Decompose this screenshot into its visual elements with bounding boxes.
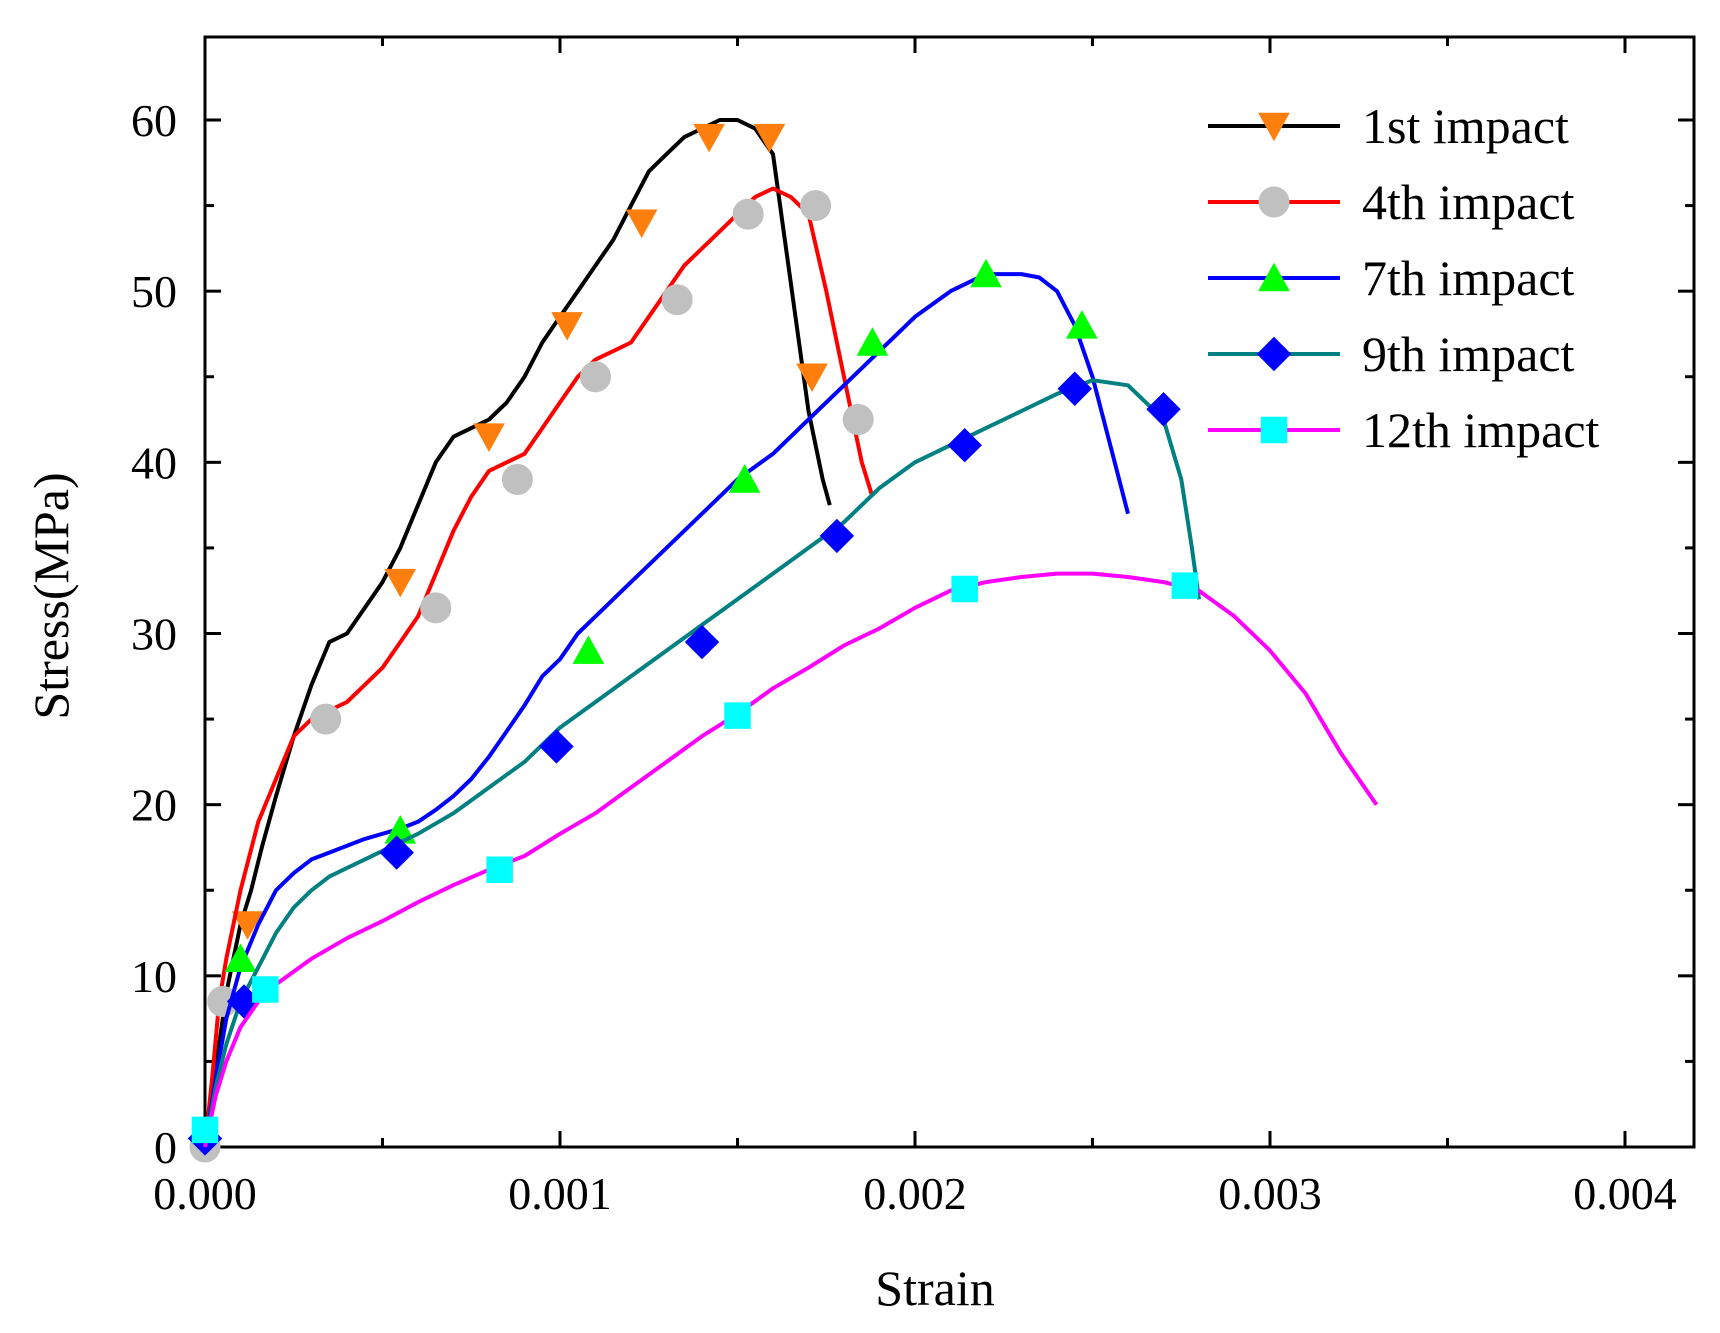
data-point-7th-impact [572, 635, 605, 664]
data-point-7th-impact [728, 464, 761, 493]
data-point-12th-impact [951, 575, 978, 603]
legend-marker [1260, 416, 1288, 444]
data-point-4th-impact [800, 190, 832, 222]
y-tick-label: 60 [131, 95, 177, 146]
series-9th-impact [187, 371, 1201, 1156]
data-point-9th-impact [684, 624, 720, 660]
data-point-7th-impact [224, 943, 257, 972]
axes-layer: 0.000 0.001 0.002 0.003 0.004 0 10 20 30 40 50 60 [131, 35, 1696, 1219]
data-point-1st-impact [753, 123, 786, 153]
data-point-12th-impact [724, 702, 751, 729]
series-line-1st-impact [203, 118, 832, 1148]
data-point-1st-impact [796, 363, 828, 393]
data-point-9th-impact [379, 835, 414, 870]
data-point-12th-impact [252, 976, 279, 1003]
legend-label: 9th impact [1362, 326, 1575, 382]
data-point-7th-impact [970, 258, 1002, 288]
data-point-12th-impact [1171, 572, 1199, 599]
series-line-4th-impact [203, 186, 875, 1148]
series-line-7th-impact [203, 272, 1130, 1148]
data-point-9th-impact [947, 428, 982, 463]
data-point-1st-impact [551, 312, 583, 341]
y-tick-label: 30 [131, 609, 177, 660]
x-tick-label: 0.004 [1573, 1168, 1677, 1219]
series-line-9th-impact [203, 378, 1201, 1148]
legend-item: 4th impact [1208, 174, 1575, 230]
legend-marker [1258, 112, 1290, 142]
legend-item: 9th impact [1208, 326, 1575, 382]
legend-marker [1258, 262, 1290, 292]
y-tick-label: 10 [131, 951, 177, 1002]
x-tick-label: 0.002 [863, 1168, 967, 1219]
legend-label: 4th impact [1362, 174, 1575, 230]
data-point-1st-impact [384, 568, 417, 598]
series-line-12th-impact [203, 571, 1379, 1148]
data-point-9th-impact [539, 729, 574, 764]
data-point-1st-impact [693, 123, 725, 153]
series-7th-impact [203, 258, 1130, 1148]
data-point-4th-impact [501, 463, 533, 495]
series-4th-impact [189, 186, 875, 1163]
legend-label: 7th impact [1362, 250, 1575, 306]
y-tick-label: 0 [154, 1122, 177, 1173]
x-tick-label: 0.001 [508, 1168, 612, 1219]
legend-item: 7th impact [1208, 250, 1575, 306]
data-point-7th-impact [856, 327, 889, 356]
data-point-4th-impact [420, 592, 452, 624]
data-point-9th-impact [1146, 392, 1181, 427]
y-tick-label: 50 [131, 266, 177, 317]
data-point-9th-impact [819, 518, 855, 554]
series-layer [187, 118, 1379, 1163]
legend-marker [1258, 186, 1290, 218]
data-point-4th-impact [580, 361, 611, 393]
data-point-4th-impact [661, 284, 693, 316]
x-axis-title: Strain [875, 1260, 994, 1316]
data-point-1st-impact [625, 209, 658, 238]
data-point-4th-impact [732, 198, 764, 230]
data-point-1st-impact [231, 911, 264, 940]
x-tick-label: 0.003 [1218, 1168, 1322, 1219]
plot-frame [203, 35, 1696, 1149]
data-point-4th-impact [842, 404, 874, 436]
data-point-7th-impact [1066, 310, 1098, 339]
legend-item: 12th impact [1208, 402, 1600, 458]
data-point-12th-impact [486, 856, 513, 883]
y-tick-label: 20 [131, 780, 177, 831]
y-tick-label: 40 [131, 437, 177, 488]
data-point-1st-impact [473, 423, 505, 452]
legend-label: 1st impact [1362, 98, 1569, 154]
data-point-12th-impact [191, 1116, 219, 1144]
legend-marker [1256, 336, 1292, 372]
series-12th-impact [191, 571, 1379, 1148]
series-1st-impact [203, 118, 832, 1148]
legend-label: 12th impact [1362, 402, 1600, 458]
legend-item: 1st impact [1208, 98, 1569, 154]
data-point-4th-impact [310, 703, 342, 735]
legend: 1st impact 4th impact 7th impact 9th impact… [1208, 98, 1600, 458]
y-axis-title: Stress(MPa) [23, 472, 79, 719]
x-tick-label: 0.000 [153, 1168, 257, 1219]
data-point-9th-impact [1057, 371, 1092, 406]
